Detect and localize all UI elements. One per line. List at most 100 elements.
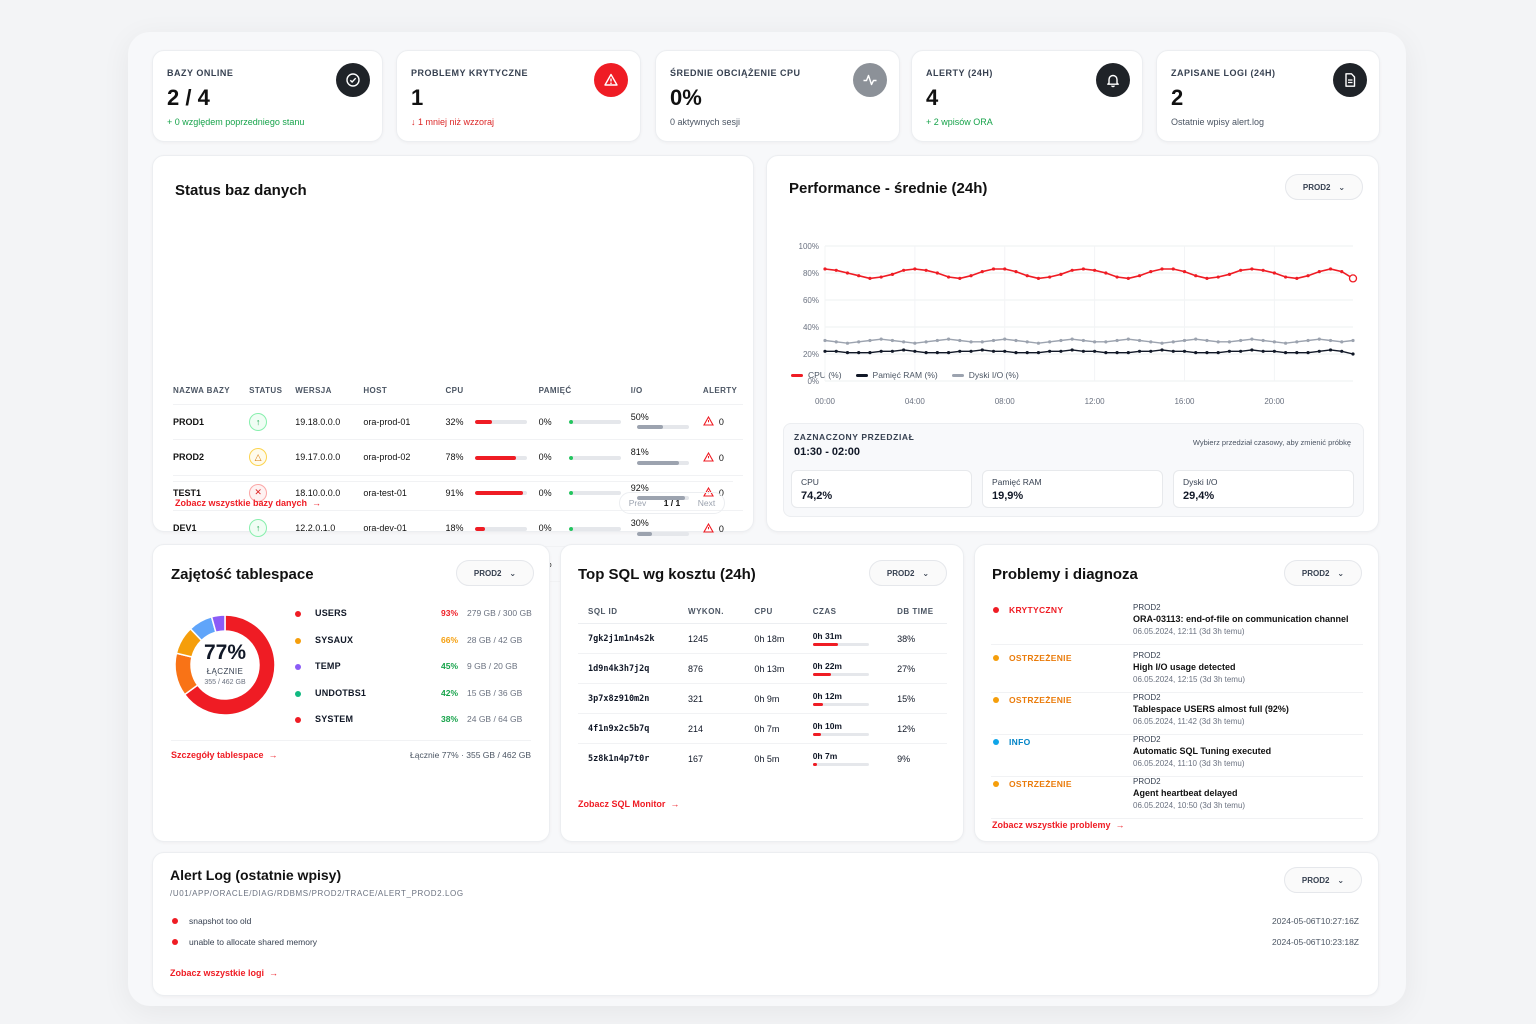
column-header: HOST <box>363 378 446 405</box>
alert-triangle-icon <box>702 522 714 534</box>
x-tick-label: 04:00 <box>905 397 926 406</box>
db-name: TEST1 <box>173 475 250 511</box>
sql-id: 3p7x8z910m2n <box>578 683 679 714</box>
next-button[interactable]: Next <box>697 498 716 508</box>
tablespace-name: SYSAUX <box>315 634 354 645</box>
chevron-down-icon: ⌄ <box>922 568 930 578</box>
data-point <box>1261 349 1265 353</box>
data-point <box>958 349 962 353</box>
data-point <box>1059 272 1063 276</box>
log-dot <box>172 939 178 945</box>
top-sql-table: SQL ID WYKON. CPU CZAS DB TIME 7gk2j1m1n4s2k… <box>577 599 948 774</box>
data-point <box>1239 268 1243 272</box>
alert-triangle-icon <box>702 451 714 463</box>
usage-bar <box>475 420 528 425</box>
data-point <box>834 268 838 272</box>
view-all-logs-link[interactable]: Zobacz wszystkie logi → <box>170 968 279 978</box>
tablespace-row[interactable]: SYSTEM 38% 24 GB / 64 GB <box>295 714 535 728</box>
usage-bar <box>568 491 621 496</box>
range-hint: Wybierz przedział czasowy, aby zmienić p… <box>1192 438 1351 447</box>
data-point <box>890 349 895 353</box>
tablespace-donut-chart <box>174 614 276 716</box>
severity-dot <box>993 697 999 703</box>
kpi-value: 4 <box>926 85 939 110</box>
metric-cpu: CPU 74,2% <box>791 470 972 508</box>
time-bar <box>812 673 869 676</box>
problem-message: Agent heartbeat delayed <box>1133 788 1238 798</box>
db-host: ora-test-01 <box>363 475 446 511</box>
prev-button[interactable]: Prev <box>628 498 647 508</box>
data-point <box>991 338 996 343</box>
metric-value: 32% <box>445 416 464 427</box>
data-point <box>879 337 883 341</box>
data-point <box>1059 349 1063 353</box>
tablespace-name: UNDOTBS1 <box>315 687 367 698</box>
data-point <box>1025 351 1029 355</box>
alert-log-db-select[interactable]: PROD2 ⌄ <box>1284 867 1362 893</box>
db-host: ora-prod-02 <box>363 439 446 476</box>
y-tick-label: 100% <box>799 242 819 251</box>
table-row[interactable]: 1d9n4k3h7j2q 876 0h 13m 0h 22m 27% <box>578 653 947 684</box>
usage-bar <box>568 420 621 425</box>
performance-line-chart[interactable]: 100% 80% 60% 40% 20% 0% 00:00 04:00 08:00 12:00 16… <box>767 156 1380 426</box>
data-point <box>1149 340 1153 344</box>
data-point <box>1160 267 1164 271</box>
sql-executions: 1245 <box>678 623 745 654</box>
problems-db-select[interactable]: PROD2 ⌄ <box>1284 560 1362 586</box>
top-sql-db-select[interactable]: PROD2 ⌄ <box>869 560 947 586</box>
metric-value: 0% <box>538 416 552 427</box>
data-point <box>1351 338 1355 343</box>
usage-bar <box>636 531 689 536</box>
table-row[interactable]: 7gk2j1m1n4s2k 1245 0h 18m 0h 31m 38% <box>578 623 947 654</box>
table-row[interactable]: 5z8k1n4p7t0r 167 0h 5m 0h 7m 9% <box>578 743 947 773</box>
tablespace-details-link[interactable]: Szczegóły tablespace → <box>171 750 278 760</box>
data-point <box>1126 276 1130 280</box>
view-all-databases-link[interactable]: Zobacz wszystkie bazy danych → <box>175 498 322 508</box>
sql-db-time: 12% <box>887 713 947 744</box>
column-header: SQL ID <box>578 600 679 624</box>
tablespace-pct: 66% <box>441 634 459 645</box>
time-bar <box>812 763 869 766</box>
problem-item[interactable]: OSTRZEŻENIE PROD2 Tablespace USERS almost … <box>991 693 1363 735</box>
legend-item[interactable]: Pamięć RAM (%) <box>855 370 938 380</box>
data-point <box>1070 337 1074 341</box>
sql-cpu: 0h 18m <box>744 623 803 654</box>
data-point <box>1194 351 1198 355</box>
check-circle-icon <box>336 63 370 97</box>
table-row[interactable]: DEV1 ↑ 12.2.0.1.0 ora-dev-01 18% 0% 30% 0 <box>173 510 743 547</box>
problem-item[interactable]: INFO PROD2 Automatic SQL Tuning executed 06… <box>991 735 1363 777</box>
legend-dot <box>295 611 301 617</box>
metric-value: 92% <box>630 482 649 493</box>
data-point <box>935 271 939 275</box>
tablespace-row[interactable]: SYSAUX 66% 28 GB / 42 GB <box>295 635 535 649</box>
problems-card: Problemy i diagnoza PROD2 ⌄ KRYTYCZNY PROD… <box>974 544 1379 842</box>
severity-dot <box>993 739 999 745</box>
view-all-problems-link[interactable]: Zobacz wszystkie problemy → <box>992 820 1125 830</box>
problem-item[interactable]: KRYTYCZNY PROD2 ORA-03113: end-of-file on … <box>991 603 1363 645</box>
severity-dot <box>993 607 999 613</box>
column-header: WYKON. <box>678 600 745 624</box>
legend-item[interactable]: Dyski I/O (%) <box>951 370 1019 380</box>
tablespace-row[interactable]: TEMP 45% 9 GB / 20 GB <box>295 661 535 675</box>
data-point <box>902 268 906 272</box>
sql-db-time: 38% <box>887 623 947 654</box>
chevron-down-icon: ⌄ <box>1337 568 1345 578</box>
metric-io: Dyski I/O 29,4% <box>1173 470 1354 508</box>
table-row[interactable]: PROD1 ↑ 19.18.0.0.0 ora-prod-01 32% 0% 50% 0 <box>173 404 743 440</box>
tablespace-row[interactable]: UNDOTBS1 42% 15 GB / 36 GB <box>295 688 535 702</box>
sql-monitor-link[interactable]: Zobacz SQL Monitor → <box>578 799 680 809</box>
data-point <box>823 349 827 353</box>
problem-item[interactable]: OSTRZEŻENIE PROD2 Agent heartbeat delayed 0… <box>991 777 1363 819</box>
table-row[interactable]: 4f1n9x2c5b7q 214 0h 7m 0h 10m 12% <box>578 713 947 744</box>
tablespace-row[interactable]: USERS 93% 279 GB / 300 GB <box>295 608 535 622</box>
problem-item[interactable]: OSTRZEŻENIE PROD2 High I/O usage detected 0… <box>991 651 1363 693</box>
sql-cpu: 0h 7m <box>744 713 803 744</box>
performance-db-select[interactable]: PROD2 ⌄ <box>1285 174 1363 200</box>
table-row[interactable]: 3p7x8z910m2n 321 0h 9m 0h 12m 15% <box>578 683 947 714</box>
alert-log-card: Alert Log (ostatnie wpisy) /U01/APP/ORAC… <box>152 852 1379 996</box>
alert-count: 0 <box>718 523 724 534</box>
data-point <box>1216 340 1220 344</box>
tablespace-db-select[interactable]: PROD2 ⌄ <box>456 560 534 586</box>
status-warning-icon: △ <box>249 448 268 467</box>
table-row[interactable]: PROD2 △ 19.17.0.0.0 ora-prod-02 78% 0% 81% 0 <box>173 439 743 476</box>
